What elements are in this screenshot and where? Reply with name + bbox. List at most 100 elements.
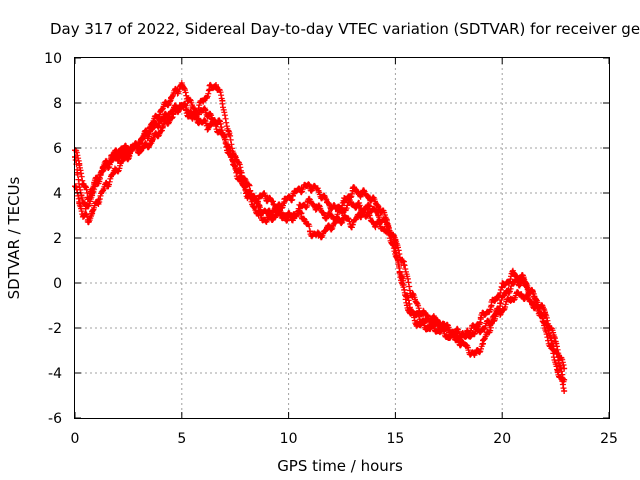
data-point [479,340,486,347]
data-point [488,302,495,309]
axis-ticks: 0 5 10 15 20 25 -6 -4 -2 0 2 4 6 8 10 [44,51,618,447]
data-point [413,320,420,327]
data-point [272,212,279,219]
data-point [91,181,98,187]
data-point [366,203,373,210]
data-point [155,120,162,127]
y-tick-label: 6 [53,141,62,157]
data-point [324,199,331,205]
y-tick-label: -6 [48,411,62,427]
data-point [185,95,192,102]
data-point [548,345,555,352]
data-point [281,212,288,219]
data-point [366,194,373,201]
data-point [409,293,416,300]
data-point [507,295,514,302]
data-point [304,199,311,205]
data-point [497,300,504,307]
data-point [315,232,322,239]
data-point [497,309,504,316]
data-point [189,115,196,122]
data-point [195,111,202,118]
data-point [144,131,151,138]
y-tick-label: 2 [53,231,62,247]
y-tick-label: 8 [53,96,62,112]
data-point [148,138,155,145]
data-point [531,293,538,300]
data-point [349,187,356,194]
x-axis-title: GPS time / hours [277,457,403,475]
data-point [89,210,96,217]
data-point [349,221,356,228]
plot-frame [74,57,610,419]
chart-title: Day 317 of 2022, Sidereal Day-to-day VTE… [50,20,640,38]
data-series-track-3 [72,102,568,394]
data-point [281,199,288,205]
data-point [253,196,260,203]
data-point [80,212,87,219]
x-tick-label: 5 [177,431,186,447]
data-point [392,237,399,244]
data-point [332,219,339,226]
data-point [441,322,448,329]
data-point [108,154,115,160]
data-point [462,343,469,349]
plot-area [72,80,568,394]
data-point [80,181,87,187]
data-point [133,142,140,149]
data-point [221,133,228,140]
data-point [452,334,459,340]
data-point [471,352,478,358]
data-point [289,192,296,199]
y-tick-label: -4 [48,366,62,382]
data-point [123,154,130,160]
data-point [289,214,296,221]
data-point [112,167,119,174]
x-tick-label: 15 [386,431,404,447]
data-point [212,82,219,88]
y-tick-label: 10 [44,51,62,67]
data-point [270,201,277,208]
data-point [499,284,506,291]
data-point [174,86,181,93]
data-point [477,316,484,322]
data-point [84,217,91,223]
data-point [373,221,380,228]
data-point [238,176,245,183]
data-point [176,102,183,109]
data-point [364,212,371,219]
data-point [215,118,222,124]
x-tick-label: 25 [600,431,618,447]
data-point [356,203,363,210]
data-point [420,311,427,318]
data-point [518,291,525,298]
data-point [514,277,521,284]
data-point [475,327,482,334]
data-point [104,181,111,187]
data-point [219,97,226,104]
data-point [306,228,313,235]
data-point [529,300,536,307]
x-tick-label: 20 [493,431,511,447]
data-point [313,203,320,210]
y-tick-label: -2 [48,321,62,337]
y-tick-label: 0 [53,276,62,292]
data-point [411,311,418,318]
data-point [298,210,305,217]
y-tick-label: 4 [53,186,62,202]
data-point [505,286,512,293]
data-point [358,190,365,196]
data-point [341,214,348,221]
data-point [315,187,322,194]
data-point [488,320,495,327]
data-point [383,221,390,228]
data-point [165,111,172,118]
data-point [306,183,313,190]
data-point [541,309,548,316]
data-point [84,194,91,201]
data-point [396,268,403,275]
data-point [76,160,83,167]
data-point [509,271,516,277]
data-point [539,318,546,325]
data-point [204,122,211,129]
